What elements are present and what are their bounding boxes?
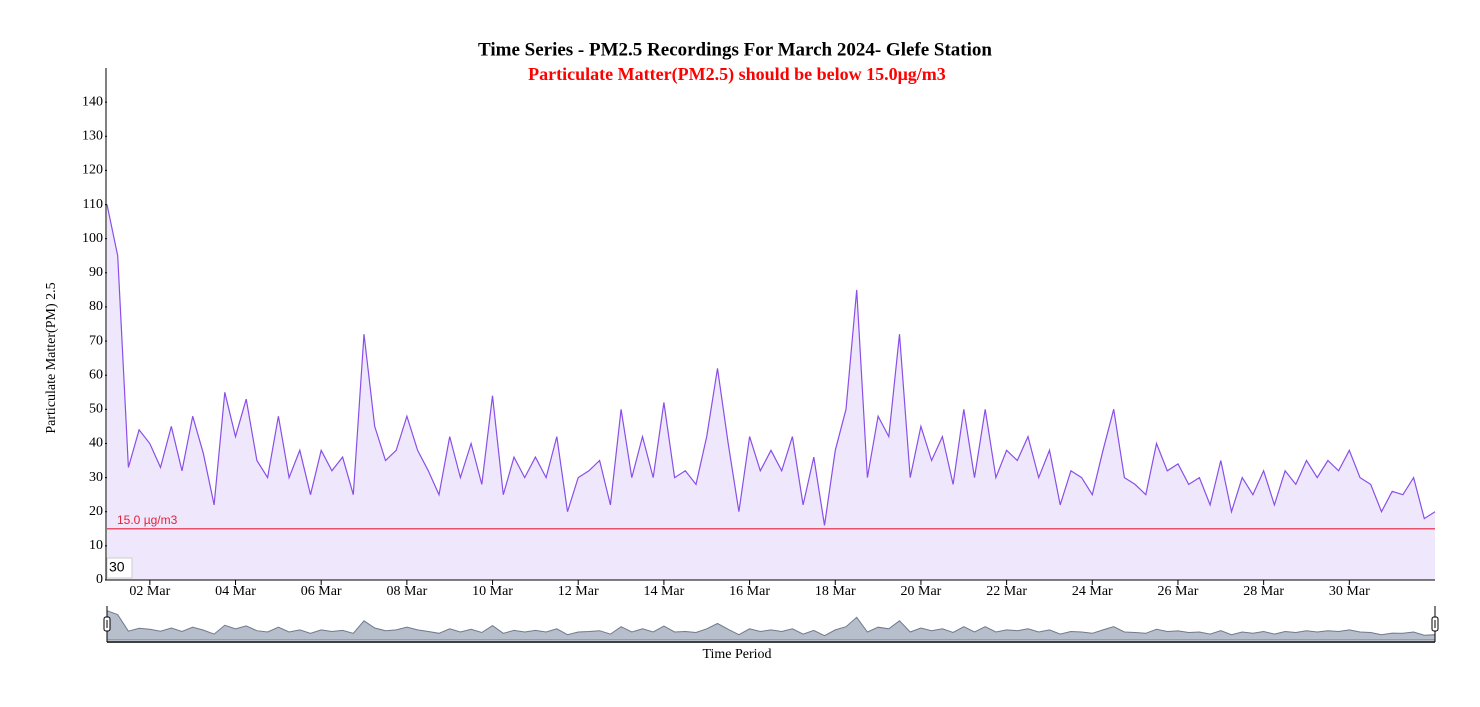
y-tick-label: 120	[82, 163, 103, 178]
x-tick-label: 06 Mar	[301, 584, 342, 599]
x-tick-label: 14 Mar	[643, 584, 684, 599]
y-tick-label: 50	[89, 402, 103, 417]
x-tick-label: 04 Mar	[215, 584, 256, 599]
y-tick-label: 130	[82, 128, 103, 143]
y-tick-label: 30	[89, 470, 103, 485]
series-line	[106, 204, 1436, 526]
x-tick-label: 10 Mar	[472, 584, 513, 599]
x-tick-label: 26 Mar	[1158, 584, 1199, 599]
x-tick-label: 12 Mar	[558, 584, 599, 599]
y-tick-label: 40	[89, 436, 103, 451]
chart-title: Time Series - PM2.5 Recordings For March…	[478, 39, 992, 60]
threshold-label: 15.0 µg/m3	[117, 513, 178, 527]
x-axis-label: Time Period	[702, 647, 771, 662]
x-tick-label: 28 Mar	[1243, 584, 1284, 599]
x-tick-label: 08 Mar	[386, 584, 427, 599]
x-tick-label: 24 Mar	[1072, 584, 1113, 599]
y-tick-label: 110	[83, 197, 103, 212]
x-tick-label: 20 Mar	[901, 584, 942, 599]
area-fill	[107, 204, 1435, 580]
y-tick-label: 100	[82, 231, 103, 246]
x-tick-label: 18 Mar	[815, 584, 856, 599]
y-tick-label: 20	[89, 504, 103, 519]
x-tick-label: 02 Mar	[129, 584, 170, 599]
x-tick-label: 22 Mar	[986, 584, 1027, 599]
y-tick-label: 70	[89, 333, 103, 348]
y-tick-label: 90	[89, 265, 103, 280]
plot-area: 0 10 20 30 40 50 60 70 80 90 100 110 120 130 140 02 Mar…	[82, 68, 1439, 643]
y-tick-label: 10	[89, 538, 103, 553]
x-tick-label: 16 Mar	[729, 584, 770, 599]
y-tick-label: 0	[96, 572, 103, 587]
y-tick-label: 60	[89, 367, 103, 382]
y-tick-label: 140	[82, 94, 103, 109]
y-tick-label: 80	[89, 299, 103, 314]
chart-subtitle: Particulate Matter(PM2.5) should be belo…	[528, 64, 946, 85]
x-tick-label: 30 Mar	[1329, 584, 1370, 599]
corner-label: 30	[109, 559, 125, 575]
y-axis-label: Particulate Matter(PM) 2.5	[44, 282, 59, 433]
navigator-area	[106, 609, 1436, 641]
corner-box	[106, 557, 133, 579]
